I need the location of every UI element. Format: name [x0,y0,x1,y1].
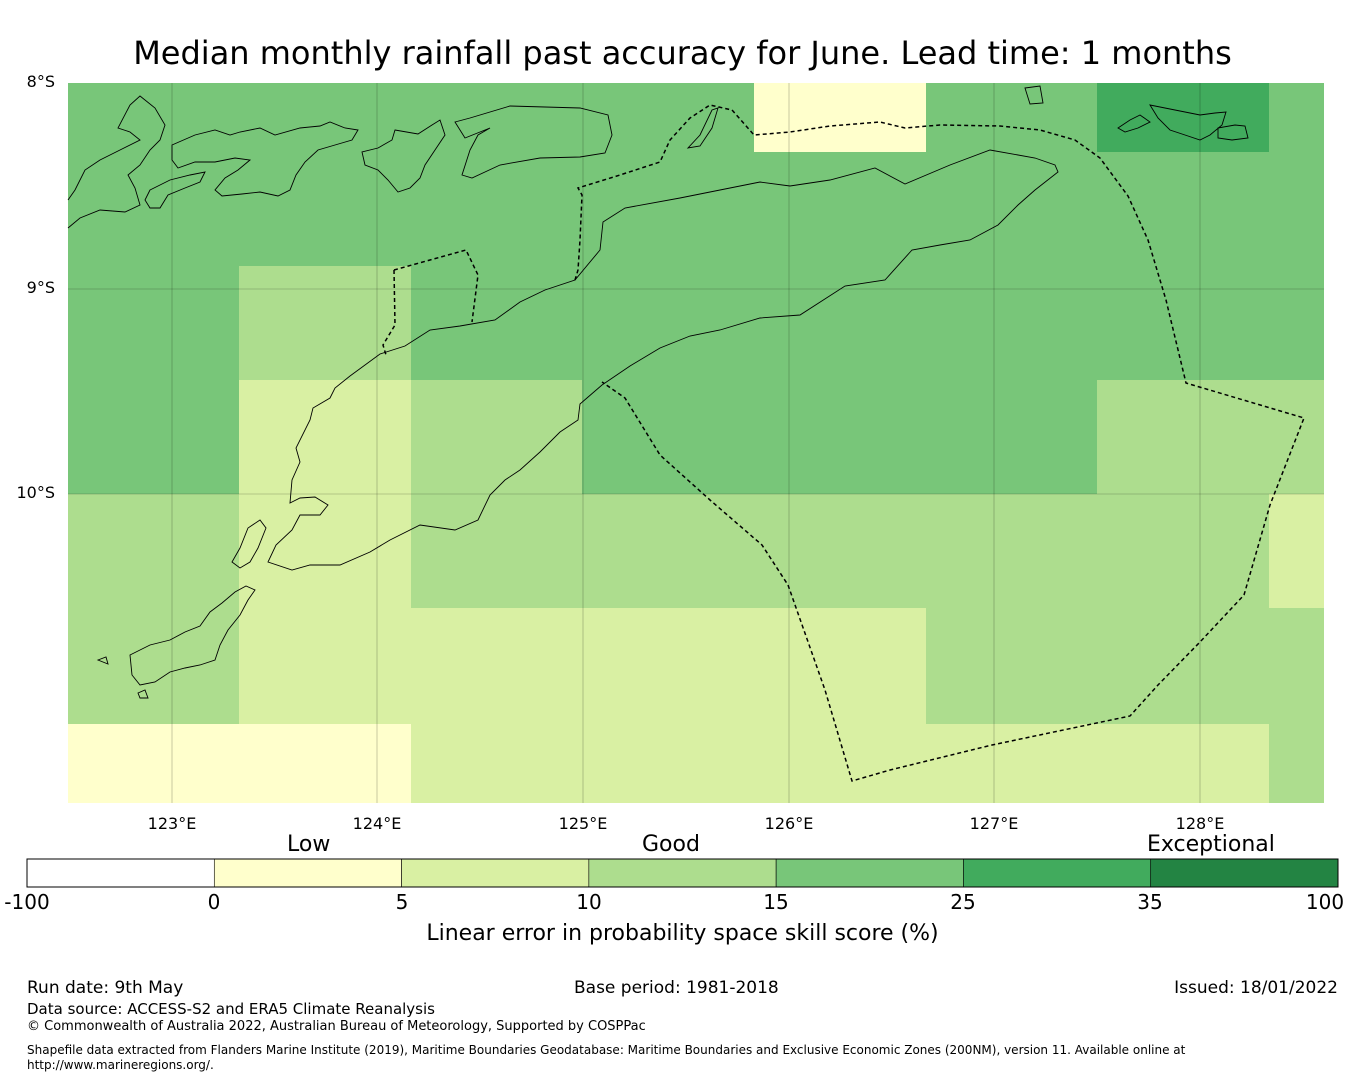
cell-good-5-10 [239,380,411,724]
cell-low-0-5 [754,83,926,152]
tick-label: 5 [395,890,409,914]
small-island [1117,114,1151,133]
pantar-coastline [361,119,446,193]
cell-good-10-15 [926,608,1269,724]
map-title: Median monthly rainfall past accuracy fo… [133,34,1232,72]
lon-label-124e: 124°E [352,814,402,833]
boundary-north [574,104,1305,782]
lat-label-10s: 10°S [16,483,55,502]
lon-label-126e: 126°E [764,814,814,833]
solor-coastline [144,171,206,209]
cell-good-10-15 [411,494,1269,608]
cell-good-10-15 [1097,380,1324,494]
category-label-exceptional: Exceptional [1147,832,1275,857]
copyright-notice: © Commonwealth of Australia 2022, Austra… [27,1019,646,1034]
small-island [96,656,109,665]
atauro-coastline [686,107,719,149]
tick-label: 0 [207,890,221,914]
cell-low-0-5 [68,724,411,803]
colorbar-segment [963,858,1152,888]
colorbar-segment [26,858,215,888]
skill-cells [68,83,1324,803]
colorbar-segment [775,858,964,888]
gridlines [68,83,1324,803]
cell-good-5-10 [926,724,1269,803]
lembata-coastline [171,121,359,197]
colorbar-segment [401,858,590,888]
tick-label: 10 [576,890,602,914]
lat-label-9s: 9°S [26,278,55,297]
colorbar-caption: Linear error in probability space skill … [426,921,939,946]
cell-good-10-15 [239,266,411,380]
issued-date: Issued: 18/01/2022 [1174,978,1338,998]
rote-coastline [231,519,267,569]
flores-coastline [67,95,166,229]
coastlines [67,85,1249,699]
alor-coastline [454,105,613,179]
cell-good-10-15 [1269,608,1324,803]
tick-label: 25 [950,890,976,914]
cell-good-10-15 [68,494,239,724]
small-island [1024,85,1044,105]
tick-label: 15 [763,890,789,914]
skill-score-map [67,83,1324,803]
category-label-good: Good [642,832,700,857]
lon-label-127e: 127°E [969,814,1019,833]
timor-coastline [267,149,1059,571]
base-period: Base period: 1981-2018 [574,978,779,998]
tick-label: 35 [1137,890,1163,914]
small-island [1217,124,1249,141]
tick-label: -100 [4,890,50,914]
sawu-coastline [129,585,256,686]
cell-good-10-15 [411,380,582,494]
data-source: Data source: ACCESS-S2 and ERA5 Climate … [27,1000,435,1018]
cell-exceptional-25-35 [1097,83,1269,152]
maritime-boundaries [382,104,1305,782]
cell-good-5-10 [1269,494,1324,608]
lon-label-128e: 128°E [1175,814,1225,833]
boundary-oecusse [382,249,479,356]
lon-label-123e: 123°E [147,814,197,833]
run-date: Run date: 9th May [27,978,184,998]
lon-label-125e: 125°E [558,814,608,833]
small-island [137,689,149,699]
wetar-coastline [1149,104,1227,141]
colorbar-segment [588,858,777,888]
tick-label: 100 [1305,890,1345,914]
category-label-low: Low [287,832,331,857]
colorbar-segment [1150,858,1339,888]
colorbar-border [26,858,1339,888]
colorbar [26,858,1339,888]
colorbar-segment [213,858,402,888]
shapefile-credit: Shapefile data extracted from Flanders M… [27,1043,1186,1072]
cell-good-5-10 [411,608,926,803]
lat-label-8s: 8°S [26,72,55,91]
